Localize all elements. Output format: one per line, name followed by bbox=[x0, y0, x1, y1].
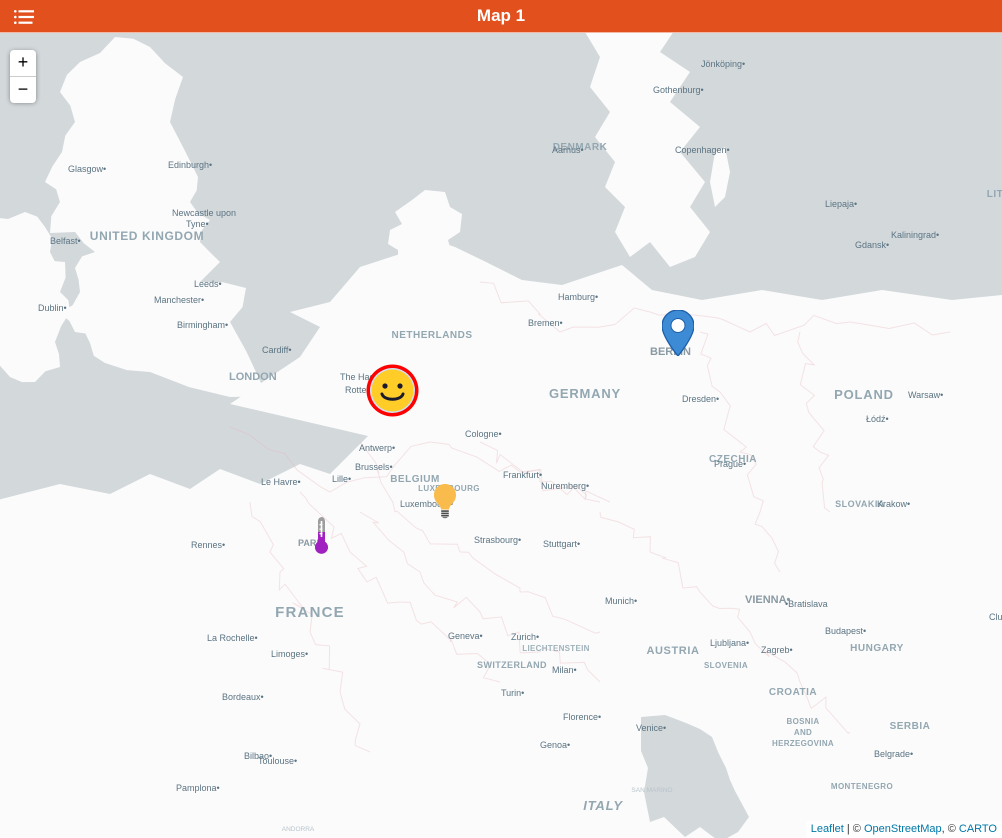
svg-text:Antwerp•: Antwerp• bbox=[359, 443, 395, 453]
svg-text:Cardiff•: Cardiff• bbox=[262, 345, 292, 355]
svg-text:Genoa•: Genoa• bbox=[540, 740, 570, 750]
svg-text:Zurich•: Zurich• bbox=[511, 632, 539, 642]
svg-text:Munich•: Munich• bbox=[605, 596, 637, 606]
svg-text:Le Havre•: Le Havre• bbox=[261, 477, 301, 487]
svg-text:Warsaw•: Warsaw• bbox=[908, 390, 943, 400]
svg-text:FRANCE: FRANCE bbox=[275, 604, 345, 621]
svg-text:Dresden•: Dresden• bbox=[682, 394, 719, 404]
svg-text:Leeds•: Leeds• bbox=[194, 279, 222, 289]
svg-text:SLOVENIA: SLOVENIA bbox=[704, 661, 748, 670]
svg-text:Gdansk•: Gdansk• bbox=[855, 240, 889, 250]
svg-text:ITALY: ITALY bbox=[583, 798, 623, 813]
svg-text:CROATIA: CROATIA bbox=[769, 687, 817, 698]
svg-text:Birmingham•: Birmingham• bbox=[177, 320, 228, 330]
svg-text:Gothenburg•: Gothenburg• bbox=[653, 85, 704, 95]
svg-text:Pamplona•: Pamplona• bbox=[176, 783, 220, 793]
svg-text:Hamburg•: Hamburg• bbox=[558, 292, 598, 302]
svg-text:VIENNA•: VIENNA• bbox=[745, 594, 791, 606]
svg-text:Strasbourg•: Strasbourg• bbox=[474, 535, 521, 545]
svg-text:Edinburgh•: Edinburgh• bbox=[168, 160, 212, 170]
svg-text:LIT: LIT bbox=[987, 189, 1002, 200]
svg-text:Nuremberg•: Nuremberg• bbox=[541, 481, 589, 491]
svg-text:Kaliningrad•: Kaliningrad• bbox=[891, 230, 939, 240]
svg-text:Milan•: Milan• bbox=[552, 665, 577, 675]
svg-text:Liepaja•: Liepaja• bbox=[825, 199, 857, 209]
svg-text:SERBIA: SERBIA bbox=[890, 721, 931, 732]
svg-text:Glasgow•: Glasgow• bbox=[68, 164, 106, 174]
svg-text:Cologne•: Cologne• bbox=[465, 429, 502, 439]
svg-text:Venice•: Venice• bbox=[636, 723, 666, 733]
svg-text:Bremen•: Bremen• bbox=[528, 318, 563, 328]
svg-text:LIECHTENSTEIN: LIECHTENSTEIN bbox=[522, 644, 589, 653]
svg-text:Stuttgart•: Stuttgart• bbox=[543, 539, 580, 549]
svg-text:Florence•: Florence• bbox=[563, 712, 601, 722]
svg-text:Turin•: Turin• bbox=[501, 688, 524, 698]
svg-text:Manchester•: Manchester• bbox=[154, 295, 204, 305]
svg-text:Frankfurt•: Frankfurt• bbox=[503, 470, 542, 480]
svg-text:Dublin•: Dublin• bbox=[38, 303, 67, 313]
svg-text:Belfast•: Belfast• bbox=[50, 236, 81, 246]
svg-text:SWITZERLAND: SWITZERLAND bbox=[477, 660, 547, 670]
svg-text:AND: AND bbox=[794, 728, 812, 737]
svg-text:Belgrade•: Belgrade• bbox=[874, 749, 913, 759]
svg-text:Bilbao•: Bilbao• bbox=[244, 751, 272, 761]
svg-text:POLAND: POLAND bbox=[834, 387, 894, 402]
svg-text:ANDORRA: ANDORRA bbox=[282, 826, 315, 833]
svg-text:Aarhus•: Aarhus• bbox=[552, 145, 584, 155]
svg-text:GERMANY: GERMANY bbox=[549, 386, 621, 401]
svg-text:Tyne•: Tyne• bbox=[186, 219, 209, 229]
svg-text:Cluj-Napoca•: Cluj-Napoca• bbox=[989, 612, 1002, 622]
svg-text:La Rochelle•: La Rochelle• bbox=[207, 633, 258, 643]
svg-text:Ljubljana•: Ljubljana• bbox=[710, 638, 749, 648]
svg-text:Jönköping•: Jönköping• bbox=[701, 59, 745, 69]
svg-text:Copenhagen•: Copenhagen• bbox=[675, 145, 730, 155]
svg-text:AUSTRIA: AUSTRIA bbox=[646, 645, 699, 657]
svg-text:Łódź•: Łódź• bbox=[866, 414, 889, 424]
svg-text:HERZEGOVINA: HERZEGOVINA bbox=[772, 739, 834, 748]
svg-text:Geneva•: Geneva• bbox=[448, 631, 483, 641]
svg-text:Bordeaux•: Bordeaux• bbox=[222, 692, 264, 702]
svg-text:Zagreb•: Zagreb• bbox=[761, 645, 793, 655]
svg-text:Krakow•: Krakow• bbox=[877, 499, 910, 509]
svg-text:HUNGARY: HUNGARY bbox=[850, 643, 904, 654]
svg-text:•Bratislava: •Bratislava bbox=[785, 599, 828, 609]
svg-text:Brussels•: Brussels• bbox=[355, 462, 393, 472]
svg-text:Prague•: Prague• bbox=[714, 459, 746, 469]
svg-text:Budapest•: Budapest• bbox=[825, 626, 866, 636]
svg-text:NETHERLANDS: NETHERLANDS bbox=[391, 330, 472, 341]
svg-text:LONDON: LONDON bbox=[229, 371, 277, 383]
svg-text:Limoges•: Limoges• bbox=[271, 649, 308, 659]
svg-text:UNITED KINGDOM: UNITED KINGDOM bbox=[90, 229, 204, 243]
svg-text:BOSNIA: BOSNIA bbox=[787, 717, 820, 726]
svg-text:Newcastle upon: Newcastle upon bbox=[172, 208, 236, 218]
svg-text:Lille•: Lille• bbox=[332, 474, 351, 484]
svg-text:Rennes•: Rennes• bbox=[191, 540, 225, 550]
svg-text:MONTENEGRO: MONTENEGRO bbox=[831, 782, 893, 791]
svg-text:SAN MARINO: SAN MARINO bbox=[631, 787, 672, 794]
